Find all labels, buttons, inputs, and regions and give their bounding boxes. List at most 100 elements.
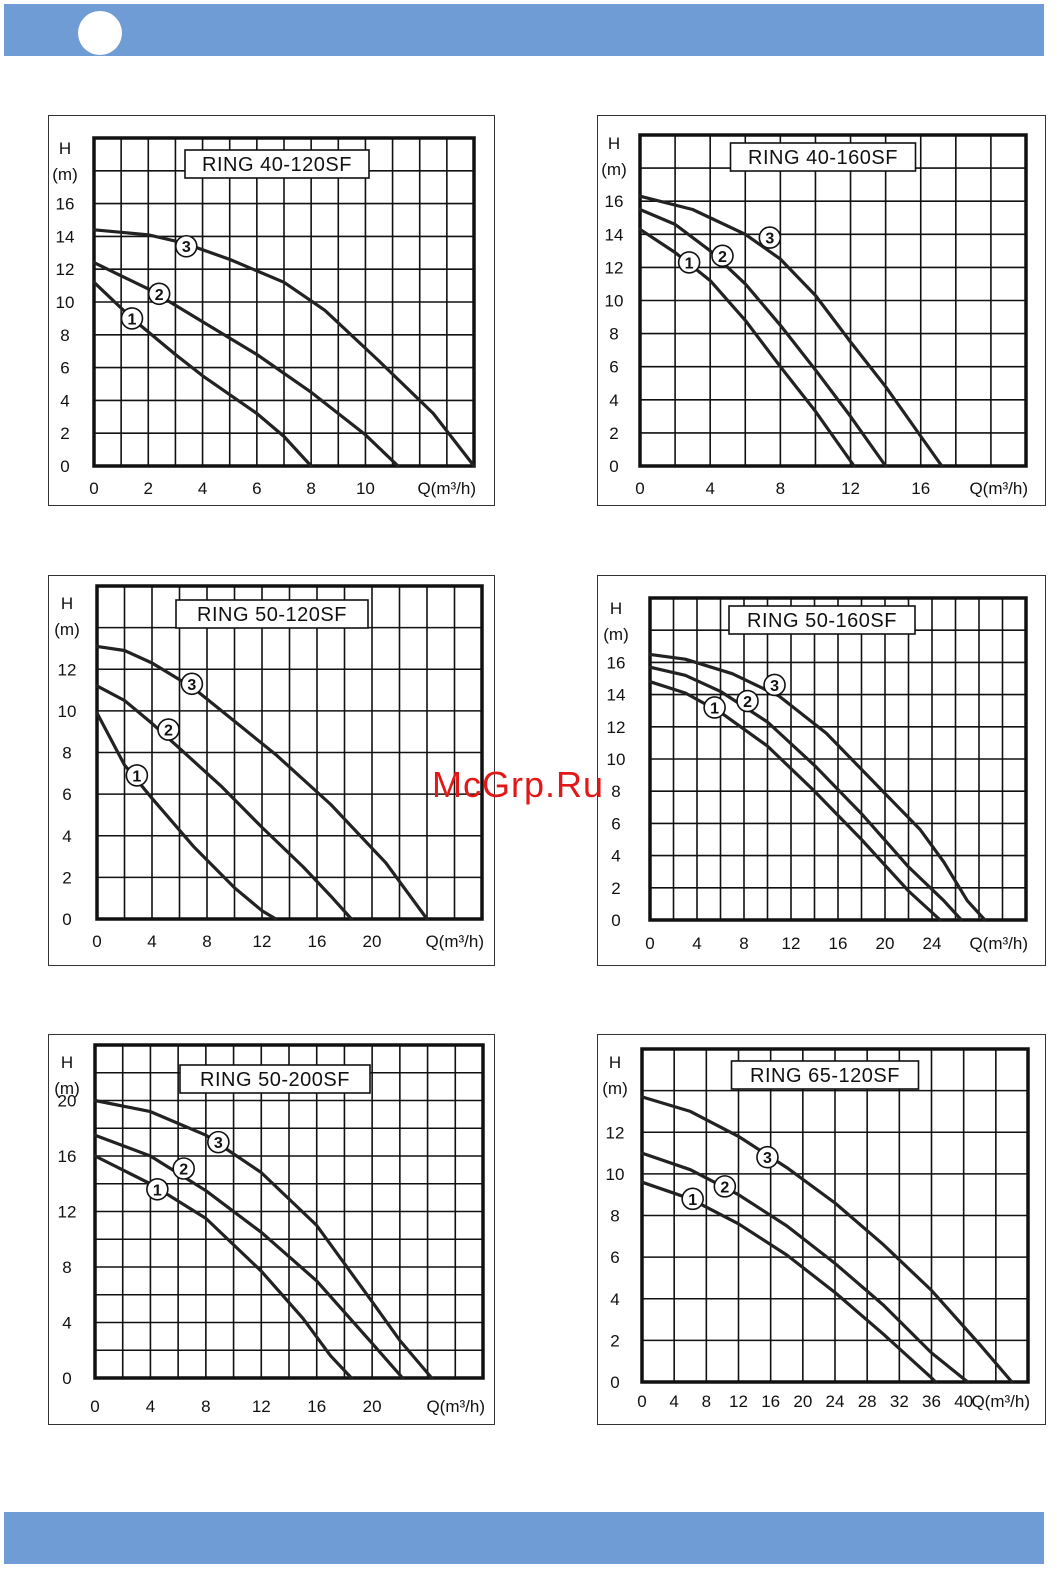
x-tick-label: 40 — [954, 1392, 973, 1411]
y-tick-label: 0 — [62, 1369, 71, 1388]
curve-number-badge — [180, 672, 204, 696]
curve-number-label: 2 — [155, 287, 164, 304]
x-tick-label: 16 — [829, 934, 848, 953]
y-axis-label: H — [59, 139, 71, 158]
curve-number-badge — [125, 764, 149, 787]
y-tick-label: 12 — [605, 258, 624, 277]
plot-frame — [648, 596, 1028, 922]
y-tick-label: 16 — [56, 195, 75, 214]
curve-number-badge — [677, 251, 701, 274]
x-tick-label: 0 — [635, 479, 644, 498]
bottom-color-band — [4, 1512, 1044, 1564]
x-tick-label: 20 — [876, 934, 895, 953]
model-title-box — [179, 1064, 371, 1094]
y-tick-label: 14 — [605, 225, 624, 244]
y-tick-label: 0 — [62, 910, 71, 929]
x-tick-label: 20 — [363, 932, 382, 951]
curve-3 — [92, 228, 476, 468]
y-tick-label: 6 — [611, 814, 620, 833]
x-tick-label: 12 — [782, 934, 801, 953]
model-title-box — [730, 1060, 920, 1090]
x-tick-label: 12 — [253, 932, 272, 951]
curve-number-badge — [681, 1187, 704, 1211]
curve-number-label: 2 — [718, 249, 727, 266]
x-tick-label: 16 — [911, 479, 930, 498]
x-tick-label: 2 — [144, 479, 153, 498]
plot-frame — [93, 1043, 485, 1380]
x-axis-label: Q(m³/h) — [425, 932, 484, 951]
curve-3 — [640, 1095, 1014, 1384]
plot-frame — [640, 1047, 1030, 1384]
curve-number-label: 2 — [164, 723, 173, 740]
curve-number-badge — [756, 1145, 779, 1169]
model-title: RING 40-160SF — [748, 147, 898, 169]
y-tick-label: 2 — [611, 879, 620, 898]
x-tick-label: 0 — [637, 1392, 646, 1411]
y-tick-label: 6 — [609, 358, 618, 377]
y-tick-label: 6 — [62, 785, 71, 804]
x-tick-label: 12 — [729, 1392, 748, 1411]
curve-number-badge — [147, 282, 171, 306]
x-tick-label: 6 — [252, 479, 261, 498]
curve-number-badge — [711, 244, 734, 268]
x-tick-label: 8 — [776, 479, 785, 498]
x-tick-label: 4 — [692, 934, 701, 953]
y-tick-label: 0 — [611, 911, 620, 930]
curve-number-label: 3 — [763, 1150, 772, 1167]
curve-number-badge — [157, 718, 180, 741]
curve-number-label: 3 — [214, 1135, 223, 1152]
curve-number-label: 1 — [710, 700, 719, 717]
y-tick-label: 8 — [60, 326, 69, 345]
y-tick-label: 10 — [58, 702, 77, 721]
curve-2 — [93, 1133, 405, 1380]
curve-1 — [640, 1180, 938, 1384]
x-tick-label: 8 — [702, 1392, 711, 1411]
y-tick-label: 12 — [606, 1123, 625, 1142]
y-axis-unit: (m) — [52, 165, 77, 184]
y-tick-label: 8 — [611, 782, 620, 801]
chart-panel-ring-50-200sf: RING 50-200SF 0 4 8 12 16 20 H (m) 0 4 8 12 16 20 Q(m³/… — [48, 1034, 495, 1425]
x-tick-label: 0 — [92, 932, 101, 951]
x-axis-label: Q(m³/h) — [969, 934, 1028, 953]
y-tick-label: 10 — [607, 750, 626, 769]
y-tick-label: 10 — [605, 292, 624, 311]
x-tick-label: 8 — [201, 1397, 210, 1416]
curve-number-badge — [703, 696, 726, 719]
x-tick-label: 24 — [923, 934, 942, 953]
x-tick-label: 16 — [308, 932, 327, 951]
y-tick-label: 16 — [605, 192, 624, 211]
y-tick-label: 10 — [606, 1165, 625, 1184]
curve-number-label: 3 — [765, 231, 774, 248]
x-tick-label: 12 — [841, 479, 860, 498]
x-tick-label: 8 — [202, 932, 211, 951]
y-tick-label: 8 — [62, 1258, 71, 1277]
y-axis-label: H — [61, 1053, 73, 1072]
curve-number-badge — [713, 1175, 737, 1198]
x-tick-label: 28 — [858, 1392, 877, 1411]
chart-panel-ring-40-120sf: RING 40-120SF 0 2 4 6 8 10 12 14 16 H (m) 0 2 4 6 8 10 Q(m… — [48, 115, 495, 506]
x-tick-label: 12 — [252, 1397, 271, 1416]
model-title-box — [175, 599, 369, 629]
y-axis-unit: (m) — [54, 620, 79, 639]
y-tick-label: 2 — [609, 424, 618, 443]
y-axis-unit: (m) — [601, 160, 626, 179]
model-title: RING 50-200SF — [200, 1069, 350, 1091]
x-tick-label: 20 — [363, 1397, 382, 1416]
curve-3 — [638, 194, 944, 468]
y-tick-label: 4 — [62, 1314, 71, 1333]
y-tick-label: 14 — [607, 686, 626, 705]
curve-number-label: 2 — [720, 1179, 729, 1196]
chart-panel-ring-65-120sf: RING 65-120SF 0 2 4 6 8 10 12 H (m) 0 4 8 12 16 20 24 28 3… — [597, 1034, 1046, 1425]
x-axis-label: Q(m³/h) — [969, 479, 1028, 498]
x-tick-label: 10 — [356, 479, 375, 498]
x-tick-label: 4 — [146, 1397, 155, 1416]
y-axis-unit: (m) — [603, 625, 628, 644]
y-axis-label: H — [608, 134, 620, 153]
chart-panel-ring-40-160sf: RING 40-160SF 0 2 4 6 8 10 12 14 16 H (m) 0 4 8 12 16 Q(m… — [597, 115, 1046, 506]
x-tick-label: 32 — [890, 1392, 909, 1411]
plot-frame — [92, 136, 476, 468]
plot-frame — [638, 133, 1028, 468]
y-tick-label: 2 — [62, 868, 71, 887]
